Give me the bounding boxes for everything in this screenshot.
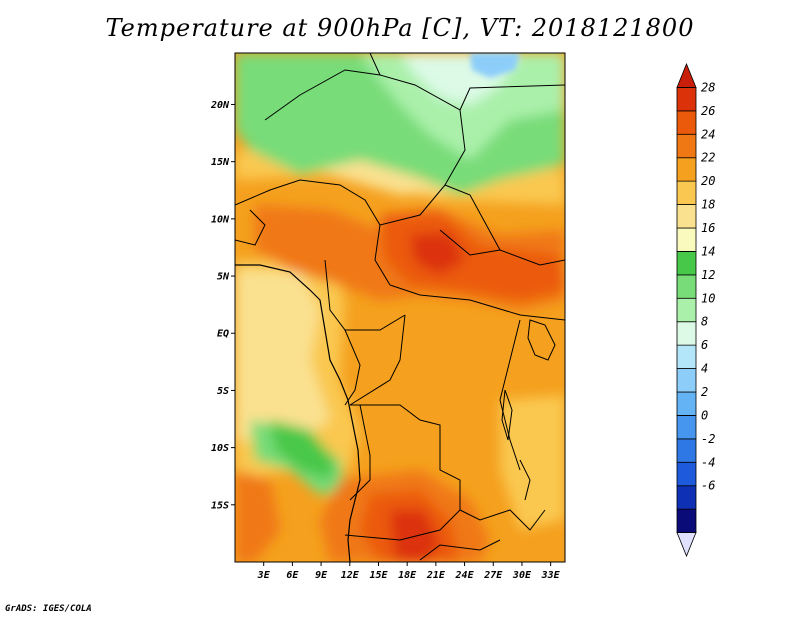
colorbar-box [676,461,697,487]
colorbar-box [676,438,697,463]
lon-tick-label: 27E [483,570,503,581]
colorbar-box [676,204,697,229]
colorbar-label: -4 [701,455,715,469]
latitude-axis: 20N 15N 10N 5N EQ 5S 10S 15S [210,100,235,511]
lon-tick-label: 30E [512,570,532,581]
colorbar-label: 4 [701,362,708,376]
longitude-axis: 3E 6E 9E 12E 15E 18E 21E 24E 27E 30E 33E [257,562,561,581]
colorbar-box [676,508,697,533]
field-east-20-22 [500,395,565,530]
colorbar-box [676,321,697,346]
field-central-28 [410,232,465,275]
field-swcoast-24-26 [235,470,280,562]
colorbar-box [676,227,697,252]
field-atlantic-18-20 [235,270,330,440]
colorbar-box [676,344,697,369]
colorbar-label: 12 [701,268,715,282]
lon-tick-label: 21E [426,570,446,581]
colorbar-box [676,251,697,276]
colorbar-box [676,274,697,299]
colorbar-box [676,133,697,159]
colorbar-box [676,368,697,393]
colorbar-label: 8 [701,315,708,329]
map-frame [234,52,566,563]
lon-tick-label: 24E [455,570,475,581]
colorbar-box [676,110,697,135]
coastline [235,264,361,562]
colorbar-box [676,180,697,205]
colorbar-label: 22 [701,151,715,165]
colorbar-label: -2 [701,432,715,446]
lat-tick-label: 20N [210,100,230,111]
lat-tick-label: 10S [211,443,229,454]
colorbar-label: 10 [701,291,715,305]
colorbar-label: 2 [701,385,708,399]
temperature-field [235,53,565,562]
colorbar-label: 26 [701,104,715,118]
colorbar-box [676,391,697,416]
colorbar-label: 6 [701,338,708,352]
colorbar-box [676,297,697,323]
field-cold-patch [470,53,520,78]
lakes [501,319,556,501]
colorbar-label: 0 [701,408,708,422]
lat-tick-label: 5S [217,386,229,397]
credit-text: GrADS: IGES/COLA [5,604,92,614]
lon-tick-label: 18E [398,570,417,581]
lon-tick-label: 15E [369,570,388,581]
map-title: Temperature at 900hPa [C], VT: 201812180… [105,14,695,42]
colorbar-label: -6 [701,479,715,493]
colorbar-label: 28 [701,80,715,94]
lat-tick-label: EQ [217,329,229,340]
lon-tick-label: 33E [541,570,561,581]
lon-tick-label: 3E [257,570,271,581]
lat-tick-label: 15N [211,157,230,168]
colorbar-boxes [676,62,697,558]
colorbar-label: 14 [701,244,715,258]
colorbar-box [676,87,697,112]
lon-tick-label: 6E [286,570,299,581]
colorbar-label: 18 [701,198,715,212]
colorbar-label: 16 [701,221,715,235]
colorbar-box [676,485,697,510]
lat-tick-label: 15S [211,500,229,511]
colorbar-box [676,62,697,88]
colorbar-label: 20 [701,174,715,188]
colorbar-box [676,157,697,182]
colorbar-box [676,415,697,440]
lon-tick-label: 9E [315,570,328,581]
field-north-10-12 [360,53,565,160]
field-southwest-14-16 [270,420,335,480]
lat-tick-label: 10N [211,214,230,225]
lon-tick-label: 12E [341,570,360,581]
country-borders [235,53,565,561]
colorbar-box [676,532,697,558]
colorbar-label: 24 [701,127,715,141]
lat-tick-label: 5N [217,272,230,283]
